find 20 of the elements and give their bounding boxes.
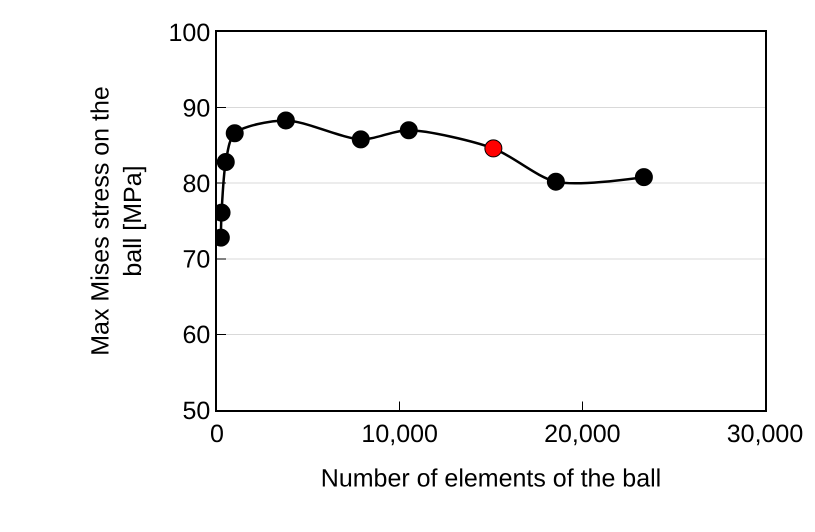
point bbox=[484, 139, 502, 158]
y-tick-label: 90 bbox=[182, 94, 210, 122]
point bbox=[634, 168, 653, 186]
y-tick-label: 80 bbox=[182, 170, 210, 198]
y-tick-label: 60 bbox=[182, 321, 210, 350]
x-tick-label: 20,000 bbox=[544, 420, 621, 448]
y-axis-title: Max Mises stress on the ball [MPa] bbox=[86, 86, 147, 356]
y-tick-label: 70 bbox=[182, 246, 210, 274]
point bbox=[352, 130, 370, 148]
point bbox=[217, 153, 235, 172]
point bbox=[276, 111, 295, 130]
point bbox=[400, 121, 418, 140]
point bbox=[226, 124, 244, 142]
y-tick-label: 100 bbox=[168, 18, 210, 47]
x-tick-label: 0 bbox=[210, 420, 224, 448]
x-axis-title: Number of elements of the ball bbox=[320, 464, 662, 492]
point bbox=[546, 172, 565, 191]
x-tick-label: 10,000 bbox=[361, 420, 438, 448]
x-tick-label: 30,000 bbox=[726, 420, 804, 448]
y-tick-label: 50 bbox=[182, 396, 210, 425]
